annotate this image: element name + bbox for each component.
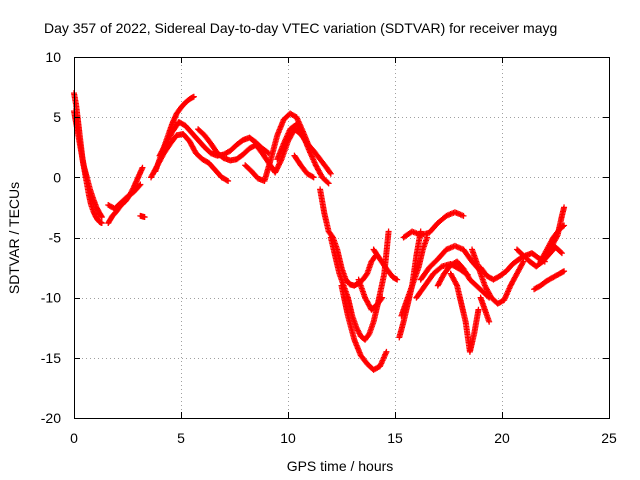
y-tick-label: -15: [41, 350, 61, 366]
data-point: [98, 214, 105, 221]
x-axis-label: GPS time / hours: [287, 458, 394, 474]
data-point: [310, 174, 317, 181]
data-point: [424, 234, 431, 241]
data-point: [324, 179, 331, 186]
data-point: [190, 93, 197, 100]
data-point: [136, 182, 143, 189]
data-point: [561, 222, 568, 229]
data-point: [561, 268, 568, 275]
data-point: [475, 306, 482, 313]
data-point: [225, 177, 232, 184]
data-point: [137, 181, 144, 188]
data-point: [519, 259, 526, 266]
data-point: [385, 228, 392, 235]
data-point: [394, 276, 401, 283]
data-point: [223, 177, 230, 184]
y-tick-label: 5: [53, 109, 61, 125]
data-point: [326, 169, 333, 176]
data-point: [453, 281, 460, 288]
x-tick-label: 25: [601, 430, 617, 446]
grid-lines: [74, 57, 609, 418]
x-tick-label: 0: [70, 430, 78, 446]
data-point: [486, 318, 493, 325]
data-point: [553, 233, 560, 240]
tick-labels: 0 5 10 15 20 25 -20 -15 -10 -5 0 5 10: [41, 49, 617, 446]
data-point: [139, 164, 146, 171]
data-point: [98, 220, 105, 227]
y-tick-label: 0: [53, 169, 61, 185]
x-tick-label: 10: [280, 430, 296, 446]
data-point: [141, 214, 148, 221]
data-point: [327, 170, 334, 177]
y-tick-label: -10: [41, 290, 61, 306]
x-tick-label: 20: [494, 430, 510, 446]
data-point: [557, 249, 564, 256]
x-tick-label: 5: [177, 430, 185, 446]
chart-title: Day 357 of 2022, Sidereal Day-to-day VTE…: [44, 20, 557, 36]
data-point: [383, 348, 390, 355]
y-axis-label: SDTVAR / TECUs: [6, 182, 22, 294]
y-tick-label: -5: [49, 230, 62, 246]
data-point: [309, 173, 316, 180]
data-point: [325, 180, 332, 187]
y-tick-label: -20: [41, 410, 61, 426]
data-point: [264, 149, 271, 156]
x-tick-label: 15: [387, 430, 403, 446]
data-points: [71, 90, 568, 373]
y-tick-label: 10: [45, 49, 61, 65]
data-point: [558, 250, 565, 257]
data-point: [561, 204, 568, 211]
data-point: [460, 212, 467, 219]
axis-ticks: [74, 57, 610, 419]
